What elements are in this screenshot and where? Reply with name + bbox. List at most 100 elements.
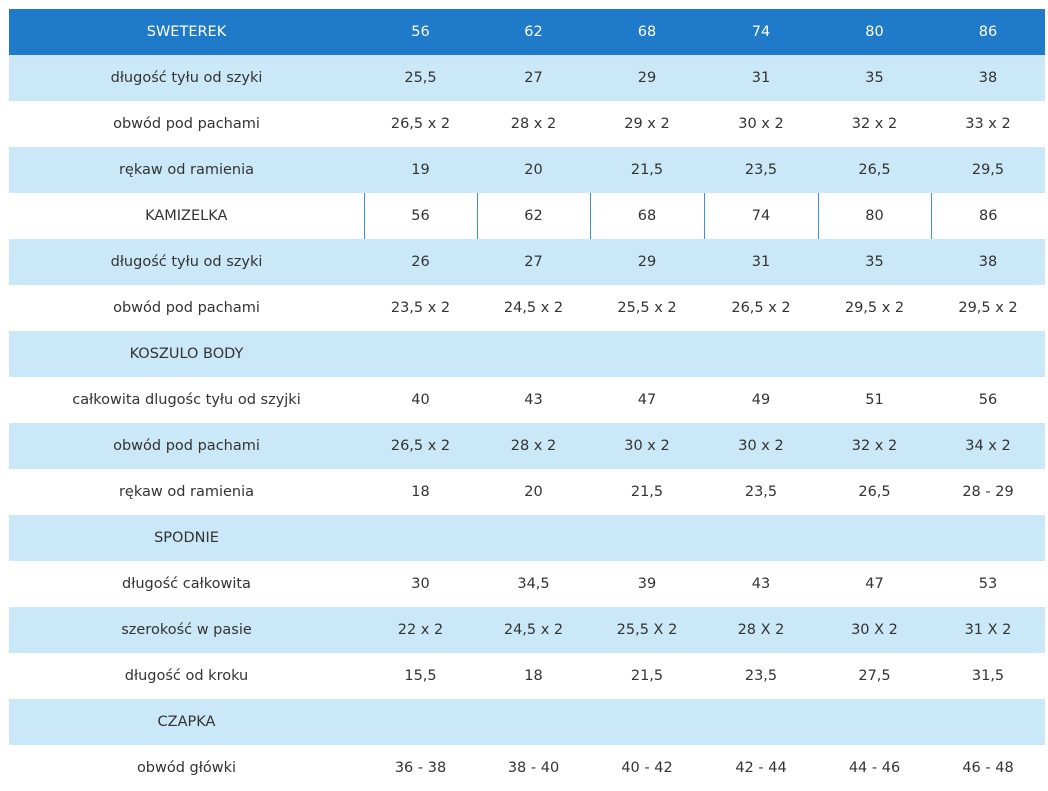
koszulo-body-chest-row: obwód pod pachami 26,5 x 2 28 x 2 30 x 2 30 … (9, 423, 1045, 469)
size-value-cell: 68 (590, 193, 705, 239)
size-value-cell: 86 (979, 208, 998, 224)
size-value-cell: 24,5 x 2 (477, 285, 590, 331)
size-value-cell: 80 (818, 193, 932, 239)
size-value-cell: 29,5 x 2 (931, 285, 1045, 331)
size-value-cell: 30 x 2 (704, 101, 818, 147)
size-value-cell: 31 (704, 55, 818, 101)
size-value-cell: 38 - 40 (477, 745, 590, 791)
size-value-cell: 27 (477, 239, 590, 285)
size-value-cell: 56 (364, 9, 477, 55)
size-value-cell: 27 (477, 55, 590, 101)
size-value-cell: 25,5 x 2 (590, 285, 704, 331)
size-value-cell: 26,5 x 2 (364, 101, 477, 147)
size-value-cell: 29 (590, 239, 704, 285)
koszulo-body-sleeve-row: rękaw od ramienia 18 20 21,5 23,5 26,5 28 - 29 (9, 469, 1045, 515)
size-value-cell: 32 x 2 (818, 101, 931, 147)
size-value-cell: 40 (364, 377, 477, 423)
size-chart-table: SWETEREK 56 62 68 74 80 86 długość tyłu od szyk… (9, 9, 1045, 791)
row-label-cell: obwód pod pachami (9, 101, 364, 147)
sweterek-length-row: długość tyłu od szyki 25,5 27 29 31 35 38 (9, 55, 1045, 101)
size-value-cell (704, 331, 818, 377)
size-value-cell (364, 699, 477, 745)
size-value-cell: 21,5 (590, 653, 704, 699)
size-value-cell: 30 x 2 (704, 423, 818, 469)
size-value-cell: 56 (931, 377, 1045, 423)
size-value-cell (477, 331, 590, 377)
size-value-cell: 28 x 2 (477, 101, 590, 147)
kamizelka-header-row: KAMIZELKA 56 62 68 74 80 86 (9, 193, 1045, 239)
size-value-cell: 80 (818, 9, 931, 55)
size-value-cell (590, 515, 704, 561)
size-value-cell: 29 (590, 55, 704, 101)
size-value-cell: 53 (931, 561, 1045, 607)
size-value-cell: 23,5 x 2 (364, 285, 477, 331)
row-label-cell: SPODNIE (9, 515, 364, 561)
size-value-cell: 86 (931, 9, 1045, 55)
size-value-cell: 24,5 x 2 (477, 607, 590, 653)
row-label-cell: rękaw od ramienia (9, 469, 364, 515)
row-label-cell: długość tyłu od szyki (9, 239, 364, 285)
sweterek-sleeve-row: rękaw od ramienia 19 20 21,5 23,5 26,5 29,5 (9, 147, 1045, 193)
size-value-cell (704, 515, 818, 561)
size-value-cell: 42 - 44 (704, 745, 818, 791)
size-value-cell (818, 515, 931, 561)
size-value-cell: 29,5 (931, 147, 1045, 193)
size-value-cell: 44 - 46 (818, 745, 931, 791)
kamizelka-length-row: długość tyłu od szyki 26 27 29 31 35 38 (9, 239, 1045, 285)
size-value-cell: 28 x 2 (477, 423, 590, 469)
row-label-cell: SWETEREK (9, 9, 364, 55)
spodnie-length-row: długość całkowita 30 34,5 39 43 47 53 (9, 561, 1045, 607)
size-value-cell: 56 (364, 193, 478, 239)
row-label-cell: długość całkowita (9, 561, 364, 607)
size-value-cell: 25,5 X 2 (590, 607, 704, 653)
size-value-cell (931, 515, 1045, 561)
size-value-cell (704, 699, 818, 745)
row-label-cell: rękaw od ramienia (9, 147, 364, 193)
size-value-cell: 43 (704, 561, 818, 607)
size-value-cell (818, 331, 931, 377)
size-value-cell: 74 (704, 193, 819, 239)
size-value-cell: 20 (477, 469, 590, 515)
size-value-cell: 62 (477, 9, 590, 55)
size-value-cell: 18 (477, 653, 590, 699)
size-value-cell: 15,5 (364, 653, 477, 699)
size-value-cell (477, 515, 590, 561)
size-value-cell (477, 699, 590, 745)
size-value-cell: 47 (590, 377, 704, 423)
koszulo-body-section-row: KOSZULO BODY (9, 331, 1045, 377)
size-value-cell: 31 X 2 (931, 607, 1045, 653)
spodnie-section-row: SPODNIE (9, 515, 1045, 561)
size-value-cell: 68 (590, 9, 704, 55)
size-value-cell: 21,5 (590, 469, 704, 515)
size-value-cell: 38 (931, 239, 1045, 285)
size-value-cell: 25,5 (364, 55, 477, 101)
kamizelka-chest-row: obwód pod pachami 23,5 x 2 24,5 x 2 25,5 x … (9, 285, 1045, 331)
size-value-cell (590, 331, 704, 377)
czapka-head-row: obwód główki 36 - 38 38 - 40 40 - 42 42 - 44… (9, 745, 1045, 791)
size-value-cell: 21,5 (590, 147, 704, 193)
size-value-cell: 26,5 (818, 469, 931, 515)
size-value-cell: 20 (477, 147, 590, 193)
size-value-cell: 23,5 (704, 147, 818, 193)
size-value-cell: 19 (364, 147, 477, 193)
sweterek-header-row: SWETEREK 56 62 68 74 80 86 (9, 9, 1045, 55)
size-value-cell: 30 x 2 (590, 423, 704, 469)
size-value-cell: 74 (704, 9, 818, 55)
row-label-cell: obwód główki (9, 745, 364, 791)
koszulo-body-length-row: całkowita dlugośc tyłu od szyjki 40 43 47 49… (9, 377, 1045, 423)
size-value-cell: 26,5 x 2 (364, 423, 477, 469)
czapka-section-row: CZAPKA (9, 699, 1045, 745)
size-value-cell (590, 699, 704, 745)
size-value-cell: 32 x 2 (818, 423, 931, 469)
size-value-cell: 27,5 (818, 653, 931, 699)
size-value-cell: 22 x 2 (364, 607, 477, 653)
size-value-cell: 36 - 38 (364, 745, 477, 791)
row-label-cell: długość tyłu od szyki (9, 55, 364, 101)
sweterek-chest-row: obwód pod pachami 26,5 x 2 28 x 2 29 x 2 30 … (9, 101, 1045, 147)
row-label-cell: długość od kroku (9, 653, 364, 699)
row-label-cell: CZAPKA (9, 699, 364, 745)
size-value-cell (931, 331, 1045, 377)
size-value-cell: 38 (931, 55, 1045, 101)
size-value-cell: 34 x 2 (931, 423, 1045, 469)
